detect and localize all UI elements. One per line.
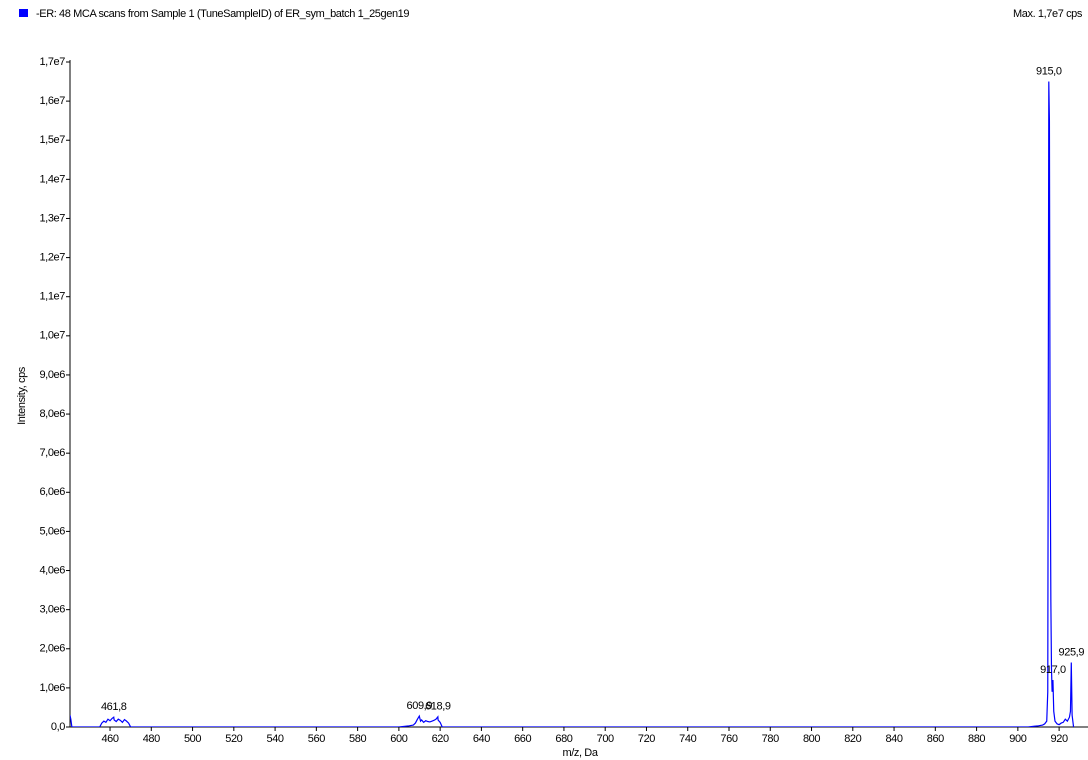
y-tick-label: 7,0e6 xyxy=(39,447,65,459)
y-tick-label: 9,0e6 xyxy=(39,369,65,381)
spectrum-line xyxy=(70,81,1075,727)
y-tick-label: 1,3e7 xyxy=(39,212,65,224)
legend-swatch xyxy=(19,9,28,17)
peak-label: 618,9 xyxy=(425,701,451,713)
y-tick-label: 0,0 xyxy=(51,721,65,733)
peak-label: 917,0 xyxy=(1040,664,1066,676)
y-tick-label: 5,0e6 xyxy=(39,525,65,537)
peak-label: 609,9 xyxy=(407,700,433,712)
x-tick-label: 500 xyxy=(184,733,201,745)
y-tick-label: 1,5e7 xyxy=(39,134,65,146)
x-tick-label: 720 xyxy=(638,733,655,745)
x-tick-label: 580 xyxy=(349,733,366,745)
y-axis-label: Intensity, cps xyxy=(16,366,28,425)
x-tick-label: 600 xyxy=(390,733,407,745)
x-tick-label: 780 xyxy=(762,733,779,745)
y-tick-label: 4,0e6 xyxy=(39,564,65,576)
y-tick-label: 3,0e6 xyxy=(39,604,65,616)
x-tick-label: 480 xyxy=(143,733,160,745)
x-tick-label: 460 xyxy=(101,733,118,745)
x-tick-label: 660 xyxy=(514,733,531,745)
plot-area xyxy=(70,81,1075,727)
x-tick-label: 760 xyxy=(720,733,737,745)
x-tick-label: 800 xyxy=(803,733,820,745)
y-tick-label: 1,7e7 xyxy=(39,56,65,68)
peak-label: 925,9 xyxy=(1059,646,1085,658)
chart-subtitle: Max. 1,7e7 cps xyxy=(1013,8,1083,20)
y-tick-label: 1,0e6 xyxy=(39,682,65,694)
x-tick-label: 540 xyxy=(267,733,284,745)
y-tick-label: 6,0e6 xyxy=(39,486,65,498)
x-tick-label: 860 xyxy=(927,733,944,745)
x-tick-label: 920 xyxy=(1051,733,1068,745)
y-tick-label: 2,0e6 xyxy=(39,643,65,655)
peak-label: 461,8 xyxy=(101,701,127,713)
x-tick-label: 740 xyxy=(679,733,696,745)
chart-title: -ER: 48 MCA scans from Sample 1 (TuneSam… xyxy=(36,8,409,20)
y-tick-label: 1,4e7 xyxy=(39,173,65,185)
x-tick-label: 640 xyxy=(473,733,490,745)
x-tick-label: 620 xyxy=(432,733,449,745)
x-tick-label: 840 xyxy=(885,733,902,745)
y-tick-label: 8,0e6 xyxy=(39,408,65,420)
x-tick-label: 680 xyxy=(555,733,572,745)
x-axis-label: m/z, Da xyxy=(562,747,598,759)
y-tick-label: 1,2e7 xyxy=(39,251,65,263)
peak-label: 915,0 xyxy=(1036,65,1062,77)
x-tick-label: 900 xyxy=(1009,733,1026,745)
y-tick-label: 1,6e7 xyxy=(39,95,65,107)
y-tick-label: 1,1e7 xyxy=(39,291,65,303)
x-tick-label: 560 xyxy=(308,733,325,745)
x-tick-label: 880 xyxy=(968,733,985,745)
x-tick-label: 820 xyxy=(844,733,861,745)
x-tick-label: 520 xyxy=(225,733,242,745)
x-tick-label: 700 xyxy=(597,733,614,745)
y-tick-label: 1,0e7 xyxy=(39,330,65,342)
